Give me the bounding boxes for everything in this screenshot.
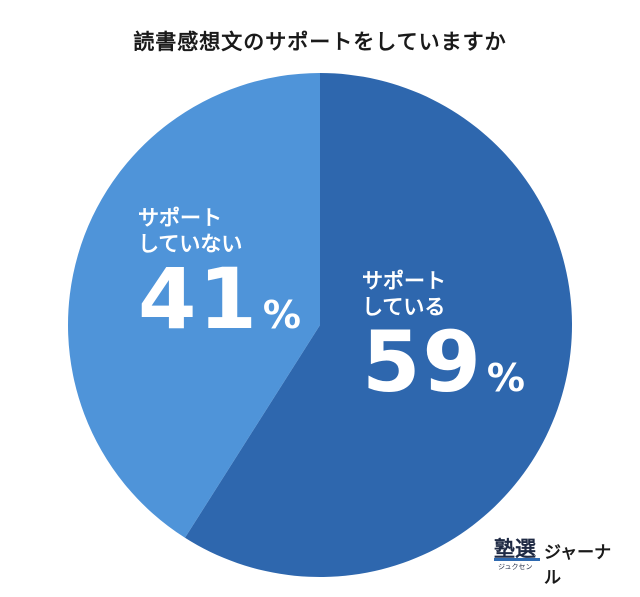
slice-label-no-support: サポート していない 41%: [138, 205, 301, 341]
logo-kanji: 塾選: [494, 537, 536, 561]
chart-title: 読書感想文のサポートをしていますか: [133, 30, 507, 54]
slice-value-support: 59: [362, 313, 483, 411]
slice-category-no-support: サポート していない: [138, 206, 243, 256]
brand-logo: 塾選 ジュクセン ジャーナル: [494, 533, 624, 588]
slice-unit-no-support: %: [262, 293, 301, 337]
pie-slice-support: [184, 73, 572, 577]
logo-word: ジャーナル: [544, 543, 612, 588]
logo-underline: [494, 558, 540, 561]
slice-value-no-support: 41: [138, 250, 259, 348]
slice-unit-support: %: [486, 356, 525, 400]
logo-kana: ジュクセン: [498, 563, 533, 571]
slice-label-support: サポート している 59%: [362, 268, 525, 404]
pie-slice-no-support: [68, 73, 320, 538]
slice-category-support: サポート している: [362, 269, 446, 319]
